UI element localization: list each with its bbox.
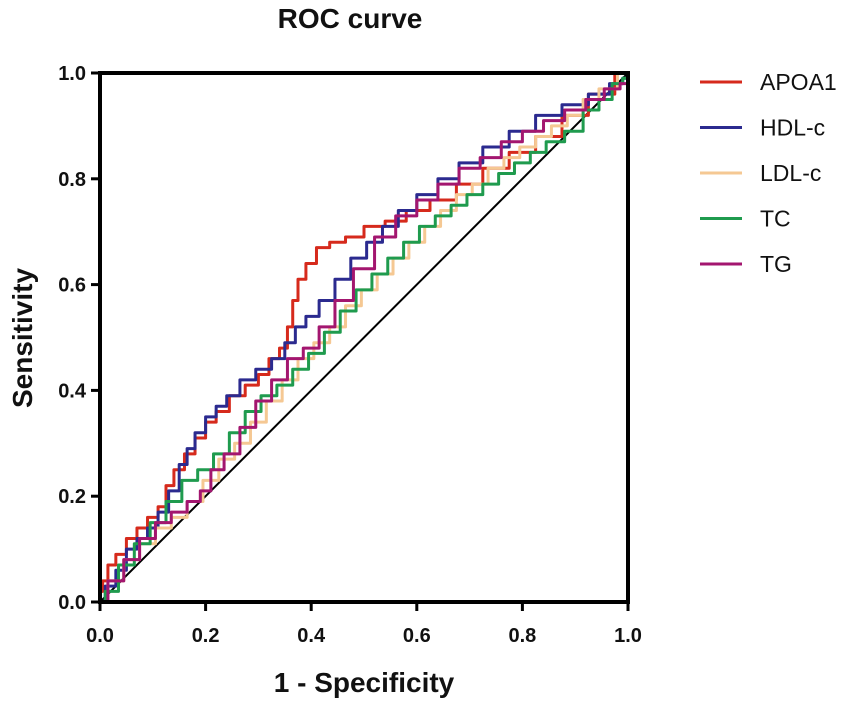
chart-title: ROC curve <box>278 3 423 34</box>
legend-label-ldl-c: LDL-c <box>760 160 821 186</box>
x-tick-label: 0.4 <box>297 625 326 647</box>
series-layer <box>98 71 628 604</box>
x-tick-label: 1.0 <box>614 625 642 647</box>
y-tick-label: 0.2 <box>58 486 86 508</box>
legend-label-hdl-c: HDL-c <box>760 115 825 141</box>
x-tick-label: 0.8 <box>508 625 536 647</box>
legend-label-apoa1: APOA1 <box>760 69 837 95</box>
ticks-layer: 0.0 0.2 0.4 0.6 0.8 1.0 0.0 0.2 0.4 0.6 0.8 1.0 <box>58 63 642 647</box>
reference-layer <box>99 72 629 603</box>
x-tick-label: 0.6 <box>403 625 431 647</box>
reference-diagonal-line <box>99 72 629 603</box>
y-tick-label: 0.6 <box>58 275 86 297</box>
legend-label-tc: TC <box>760 206 791 232</box>
x-axis-label: 1 - Specificity <box>274 667 455 698</box>
y-tick-label: 0.4 <box>58 380 87 402</box>
series-line-tc <box>100 76 628 604</box>
x-tick-label: 0.2 <box>192 625 220 647</box>
x-tick-label: 0.0 <box>86 625 114 647</box>
plot-frame <box>98 71 630 604</box>
y-tick-label: 0.8 <box>58 169 86 191</box>
legend-label-tg: TG <box>760 251 792 277</box>
y-tick-label: 0.0 <box>58 592 86 614</box>
series-line-apoa1 <box>98 71 628 602</box>
series-line-tg <box>100 82 628 604</box>
y-tick-label: 1.0 <box>58 63 86 85</box>
axes-layer <box>98 71 630 604</box>
y-axis-label: Sensitivity <box>7 268 38 408</box>
legend: APOA1 HDL-c LDL-c TC TG <box>700 69 837 277</box>
